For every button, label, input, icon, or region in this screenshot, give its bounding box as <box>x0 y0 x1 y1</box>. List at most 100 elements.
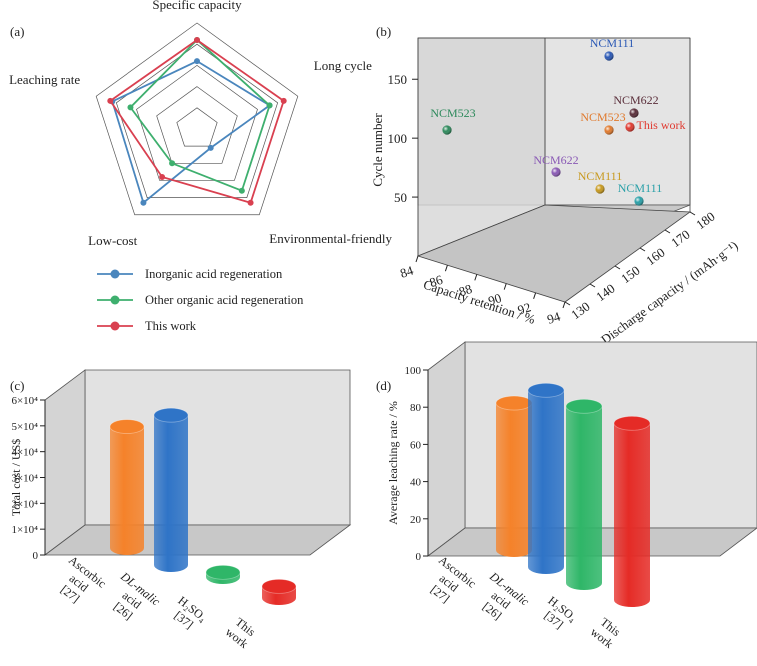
x-tick-label: 90 <box>486 290 503 308</box>
y-tick-label: 100 <box>405 365 422 377</box>
scatter-point-shine <box>604 51 614 61</box>
y-tick <box>664 229 671 234</box>
radar-series-line <box>111 60 272 205</box>
scatter-point-label: NCM523 <box>580 110 625 124</box>
radar-grid-ring <box>176 107 218 147</box>
y-tick <box>689 211 696 216</box>
category-label: H₂SO₄[37] <box>167 593 210 635</box>
panel-a-label: (a) <box>10 24 24 39</box>
radar-grid-ring <box>156 86 238 164</box>
x-tick-label: 88 <box>457 281 474 299</box>
y-axis-label: Average leaching rate / % <box>386 401 400 525</box>
bar-chart-c: 0 1×10⁴ 2×10⁴ 3×10⁴ 4×10⁴ 5×10⁴ 6×10⁴ Total cos… <box>9 369 352 651</box>
legend-marker <box>110 321 120 331</box>
radar-axis-label: Environmental-friendly <box>269 231 392 246</box>
floor <box>43 524 352 556</box>
bar-top <box>205 564 241 580</box>
y-tick-label: 150 <box>618 263 643 287</box>
category-label: H₂SO₄[37] <box>537 593 580 635</box>
radar-point <box>238 187 245 194</box>
radar-grid-ring <box>136 64 258 181</box>
scatter-point-shine <box>604 125 614 135</box>
scatter-point-label: NCM111 <box>578 169 622 183</box>
x-tick-label: 94 <box>545 308 562 326</box>
scatter-point-label: NCM622 <box>533 153 578 167</box>
bar-top <box>565 398 603 414</box>
panel-c-3d-bar-chart: (c) 0 1×10⁴ 2×10⁴ 3×10⁴ 4×10⁴ 5×10⁴ 6×10⁴ Total… <box>9 369 352 651</box>
radar-point <box>207 144 214 151</box>
bar-body <box>110 426 144 555</box>
panel-b-label: (b) <box>376 24 391 39</box>
scatter-point-label: NCM111 <box>618 181 662 195</box>
y-axis-label: Total cost / US$ <box>9 439 23 517</box>
radar-axis-label: Specific capacity <box>152 0 242 12</box>
legend-label: This work <box>145 319 197 333</box>
bar-top <box>261 578 297 594</box>
x-tick <box>533 292 537 299</box>
scatter-point-shine <box>551 167 561 177</box>
bar-top <box>527 382 565 398</box>
legend-label: Other organic acid regeneration <box>145 293 304 307</box>
radar-point <box>194 58 200 65</box>
radar-grid-ring <box>95 22 299 216</box>
category-label: DL-malicacid[26] <box>469 569 532 631</box>
bar-top <box>613 415 651 431</box>
bar-top <box>153 407 189 423</box>
category-label: Thiswork <box>588 614 625 651</box>
y-tick-label: 5×10⁴ <box>11 421 38 433</box>
x-tick-label: 92 <box>516 299 533 317</box>
bar-body <box>614 423 650 607</box>
radar-point <box>194 36 200 43</box>
radar-point <box>127 104 134 111</box>
radar-series <box>107 36 287 206</box>
scatter-point-label: NCM523 <box>430 106 475 120</box>
y-tick-label: 3×10⁴ <box>11 473 38 485</box>
radar-grid <box>95 22 299 216</box>
y-tick-label: 4×10⁴ <box>11 447 38 459</box>
panel-c-label: (c) <box>10 378 24 393</box>
x-tick <box>474 274 478 281</box>
radar-point <box>280 97 287 104</box>
scatter-point-shine <box>625 122 635 132</box>
z-tick-label: 150 <box>388 72 408 87</box>
y-tick <box>589 283 596 288</box>
x-tick-label: 84 <box>398 262 415 280</box>
category-label: Ascorbicacid[27] <box>49 553 109 613</box>
radar-axis-label: Leaching rate <box>9 72 80 87</box>
y-tick-label: 160 <box>643 245 668 269</box>
y-tick-label: 0 <box>416 551 422 563</box>
y-tick-label: 180 <box>693 209 718 233</box>
scatter-point-shine <box>634 196 644 206</box>
y-tick-label: 60 <box>410 439 422 451</box>
x-tick <box>562 301 566 309</box>
y-tick-label: 1×10⁴ <box>11 524 38 536</box>
radar-point <box>159 174 166 181</box>
scatter-point-label: This work <box>637 118 686 132</box>
category-label: Ascorbicacid[27] <box>419 553 479 613</box>
box-edges <box>417 37 691 256</box>
radar-point <box>107 97 114 104</box>
scatter-point-shine <box>442 125 452 135</box>
y-tick-label: 130 <box>568 299 593 323</box>
radar-series-line <box>129 38 271 192</box>
y-tick-label: 0 <box>33 550 39 562</box>
radar-axis-label: Low-cost <box>88 233 137 248</box>
legend-marker <box>110 269 120 279</box>
left-wall <box>427 341 466 557</box>
bar-body <box>154 415 188 572</box>
radar-point <box>247 199 254 206</box>
radar-point <box>140 199 147 206</box>
bar-body <box>528 390 564 574</box>
radar-point <box>266 102 273 109</box>
scatter-point-shine <box>629 108 639 118</box>
y-tick <box>614 265 621 270</box>
y-tick-label: 20 <box>410 514 422 526</box>
y-tick-label: 140 <box>593 281 618 305</box>
bar-body <box>496 403 532 557</box>
z-axis-label: Cycle number <box>370 113 385 187</box>
panel-d-label: (d) <box>376 378 391 393</box>
bar-top <box>109 419 145 434</box>
category-label: Thiswork <box>223 614 260 651</box>
radar-axis-labels: Specific capacity Long cycle Environmental… <box>9 0 392 248</box>
